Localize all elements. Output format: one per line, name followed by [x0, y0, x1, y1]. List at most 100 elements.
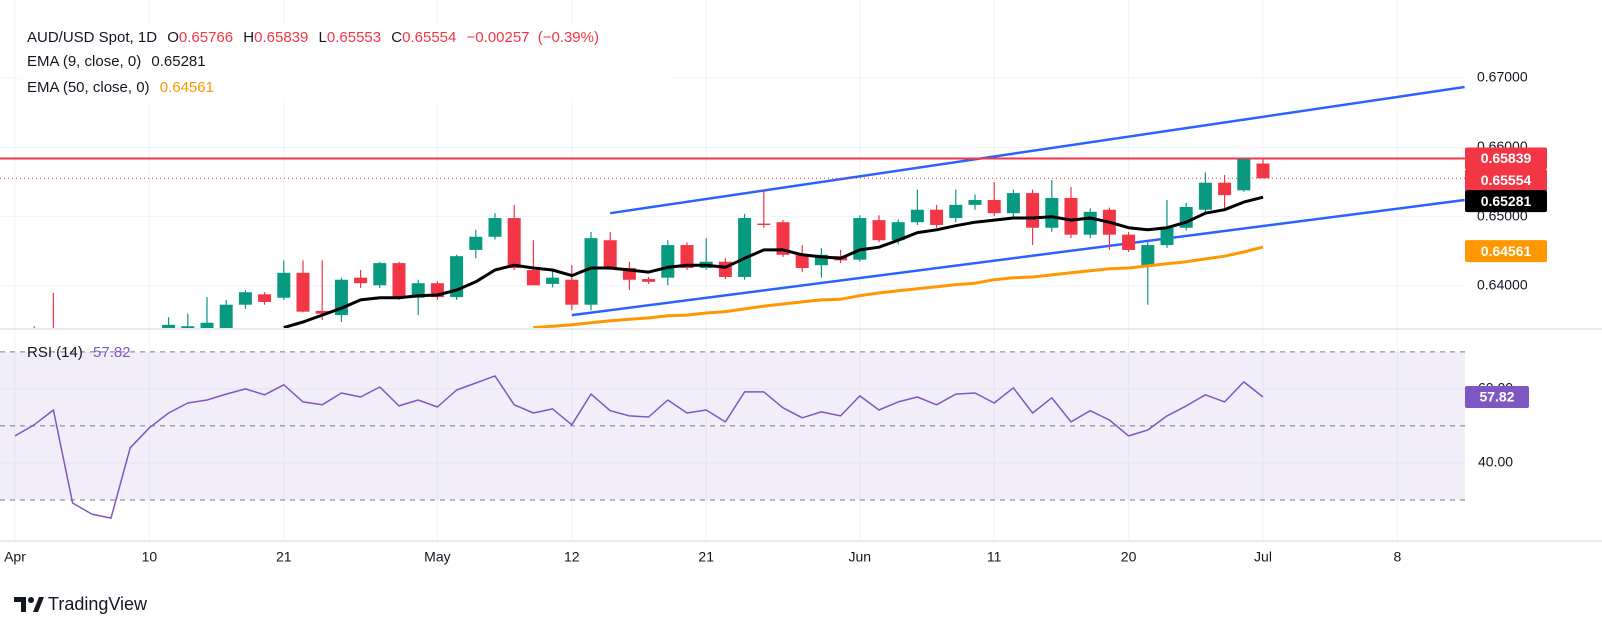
change-percent: (−0.39%) — [538, 29, 599, 46]
candle-body — [910, 209, 924, 223]
legend-bg — [20, 24, 670, 102]
ema9-legend: EMA (9, close, 0) 0.65281 — [27, 53, 206, 70]
x-tick-label: 21 — [698, 549, 714, 565]
candle-body — [1198, 182, 1212, 210]
legend-value: 0.65281 — [151, 53, 205, 70]
candle-body — [105, 543, 118, 574]
ohlc-key: C — [391, 29, 402, 46]
logo-mark — [33, 597, 44, 612]
candle-body — [1122, 234, 1136, 250]
brand: TradingView — [48, 594, 148, 614]
candle-body — [930, 209, 944, 225]
y-tick-label: 0.67000 — [1477, 69, 1528, 85]
legend-name: EMA (50, close, 0) — [27, 79, 150, 96]
candle-body — [584, 238, 598, 305]
x-tick-label: 21 — [276, 549, 292, 565]
candle-body — [776, 222, 790, 255]
x-tick-label: May — [424, 549, 450, 565]
ohlc-value: 0.65839 — [254, 29, 308, 46]
candle-body — [315, 310, 329, 314]
candle-body — [642, 279, 656, 282]
candle-body — [258, 294, 272, 302]
candle-body — [1256, 163, 1270, 179]
ohlc-key: L — [319, 29, 327, 46]
price-label: 0.65281 — [1481, 193, 1532, 209]
y-tick-label: 0.64000 — [1477, 277, 1528, 293]
header-legend: AUD/USD Spot, 1D O0.65766 H0.65839 L0.65… — [27, 29, 599, 46]
x-tick-label: 20 — [1121, 549, 1137, 565]
ohlc-key: H — [243, 29, 254, 46]
candle-body — [354, 277, 368, 284]
ohlc-value: 0.65554 — [402, 29, 456, 46]
legend-value: 57.82 — [93, 344, 131, 361]
candle-body — [546, 277, 560, 284]
candle-body — [392, 263, 406, 298]
candle-body — [795, 254, 809, 268]
candle-body — [181, 326, 195, 328]
candle-body — [814, 254, 828, 266]
candle-body — [622, 267, 636, 280]
candle-body — [469, 236, 483, 250]
candle-body — [526, 270, 540, 286]
legend-name: RSI (14) — [27, 344, 83, 361]
candle-body — [891, 222, 905, 241]
price-label-bg — [1465, 147, 1547, 170]
candle-body — [680, 245, 694, 268]
price-label: 57.82 — [1479, 389, 1514, 405]
candle-body — [219, 304, 233, 328]
candle-body — [373, 263, 387, 286]
axis-layer: Apr 10 21 May 12 21 Jun 11 20 Jul 80.640000.650000… — [4, 69, 1547, 565]
candle-body — [488, 218, 502, 237]
logo: TradingView — [14, 594, 148, 614]
symbol: AUD/USD Spot, 1D — [27, 29, 157, 46]
candle-body — [1083, 211, 1097, 235]
price-label-bg — [1465, 385, 1529, 408]
ohlc-value: 0.65766 — [179, 29, 233, 46]
logo-mark — [14, 597, 26, 612]
candle-body — [949, 204, 963, 219]
logo-mark — [28, 597, 34, 603]
candle-body — [1218, 182, 1232, 196]
ema-line — [283, 195, 1264, 328]
candle-body — [507, 218, 521, 268]
y-tick-label: 40.00 — [1478, 454, 1513, 470]
price-label-bg — [1465, 190, 1547, 213]
price-pane — [0, 85, 1465, 574]
candle-body — [603, 240, 617, 268]
x-tick-label: 12 — [564, 549, 580, 565]
price-label: 0.64561 — [1481, 243, 1532, 259]
candle-body — [1006, 193, 1020, 214]
candle-body — [1064, 197, 1078, 235]
candle-body — [1141, 245, 1155, 266]
candle-body — [1045, 197, 1059, 228]
x-tick-label: Jul — [1254, 549, 1272, 565]
candle-body — [200, 322, 214, 328]
price-label-bg — [1465, 240, 1547, 263]
price-label-bg — [1465, 169, 1547, 192]
price-label: 0.65554 — [1481, 172, 1532, 188]
candle-body — [1160, 227, 1174, 246]
legend-value: 0.64561 — [160, 79, 214, 96]
legend-name: EMA (9, close, 0) — [27, 53, 141, 70]
candle-body — [296, 272, 310, 312]
candle-body — [757, 223, 771, 225]
candle-body — [238, 292, 252, 305]
candle-body — [738, 218, 752, 277]
rsi-pane — [0, 351, 1465, 519]
rsi-line — [14, 375, 1264, 519]
candle-body — [1237, 159, 1251, 191]
candle-body — [872, 220, 886, 241]
candle-body — [1026, 193, 1040, 228]
ohlc-value: 0.65553 — [327, 29, 381, 46]
x-tick-label: Apr — [4, 549, 26, 565]
change: −0.00257 — [467, 29, 530, 46]
ema-line — [533, 245, 1264, 328]
candle-body — [277, 272, 291, 298]
price-label: 0.65839 — [1481, 150, 1532, 166]
ohlc-key: O — [167, 29, 179, 46]
x-tick-label: 10 — [142, 549, 158, 565]
candle-body — [661, 245, 675, 278]
candle-body — [162, 324, 176, 328]
